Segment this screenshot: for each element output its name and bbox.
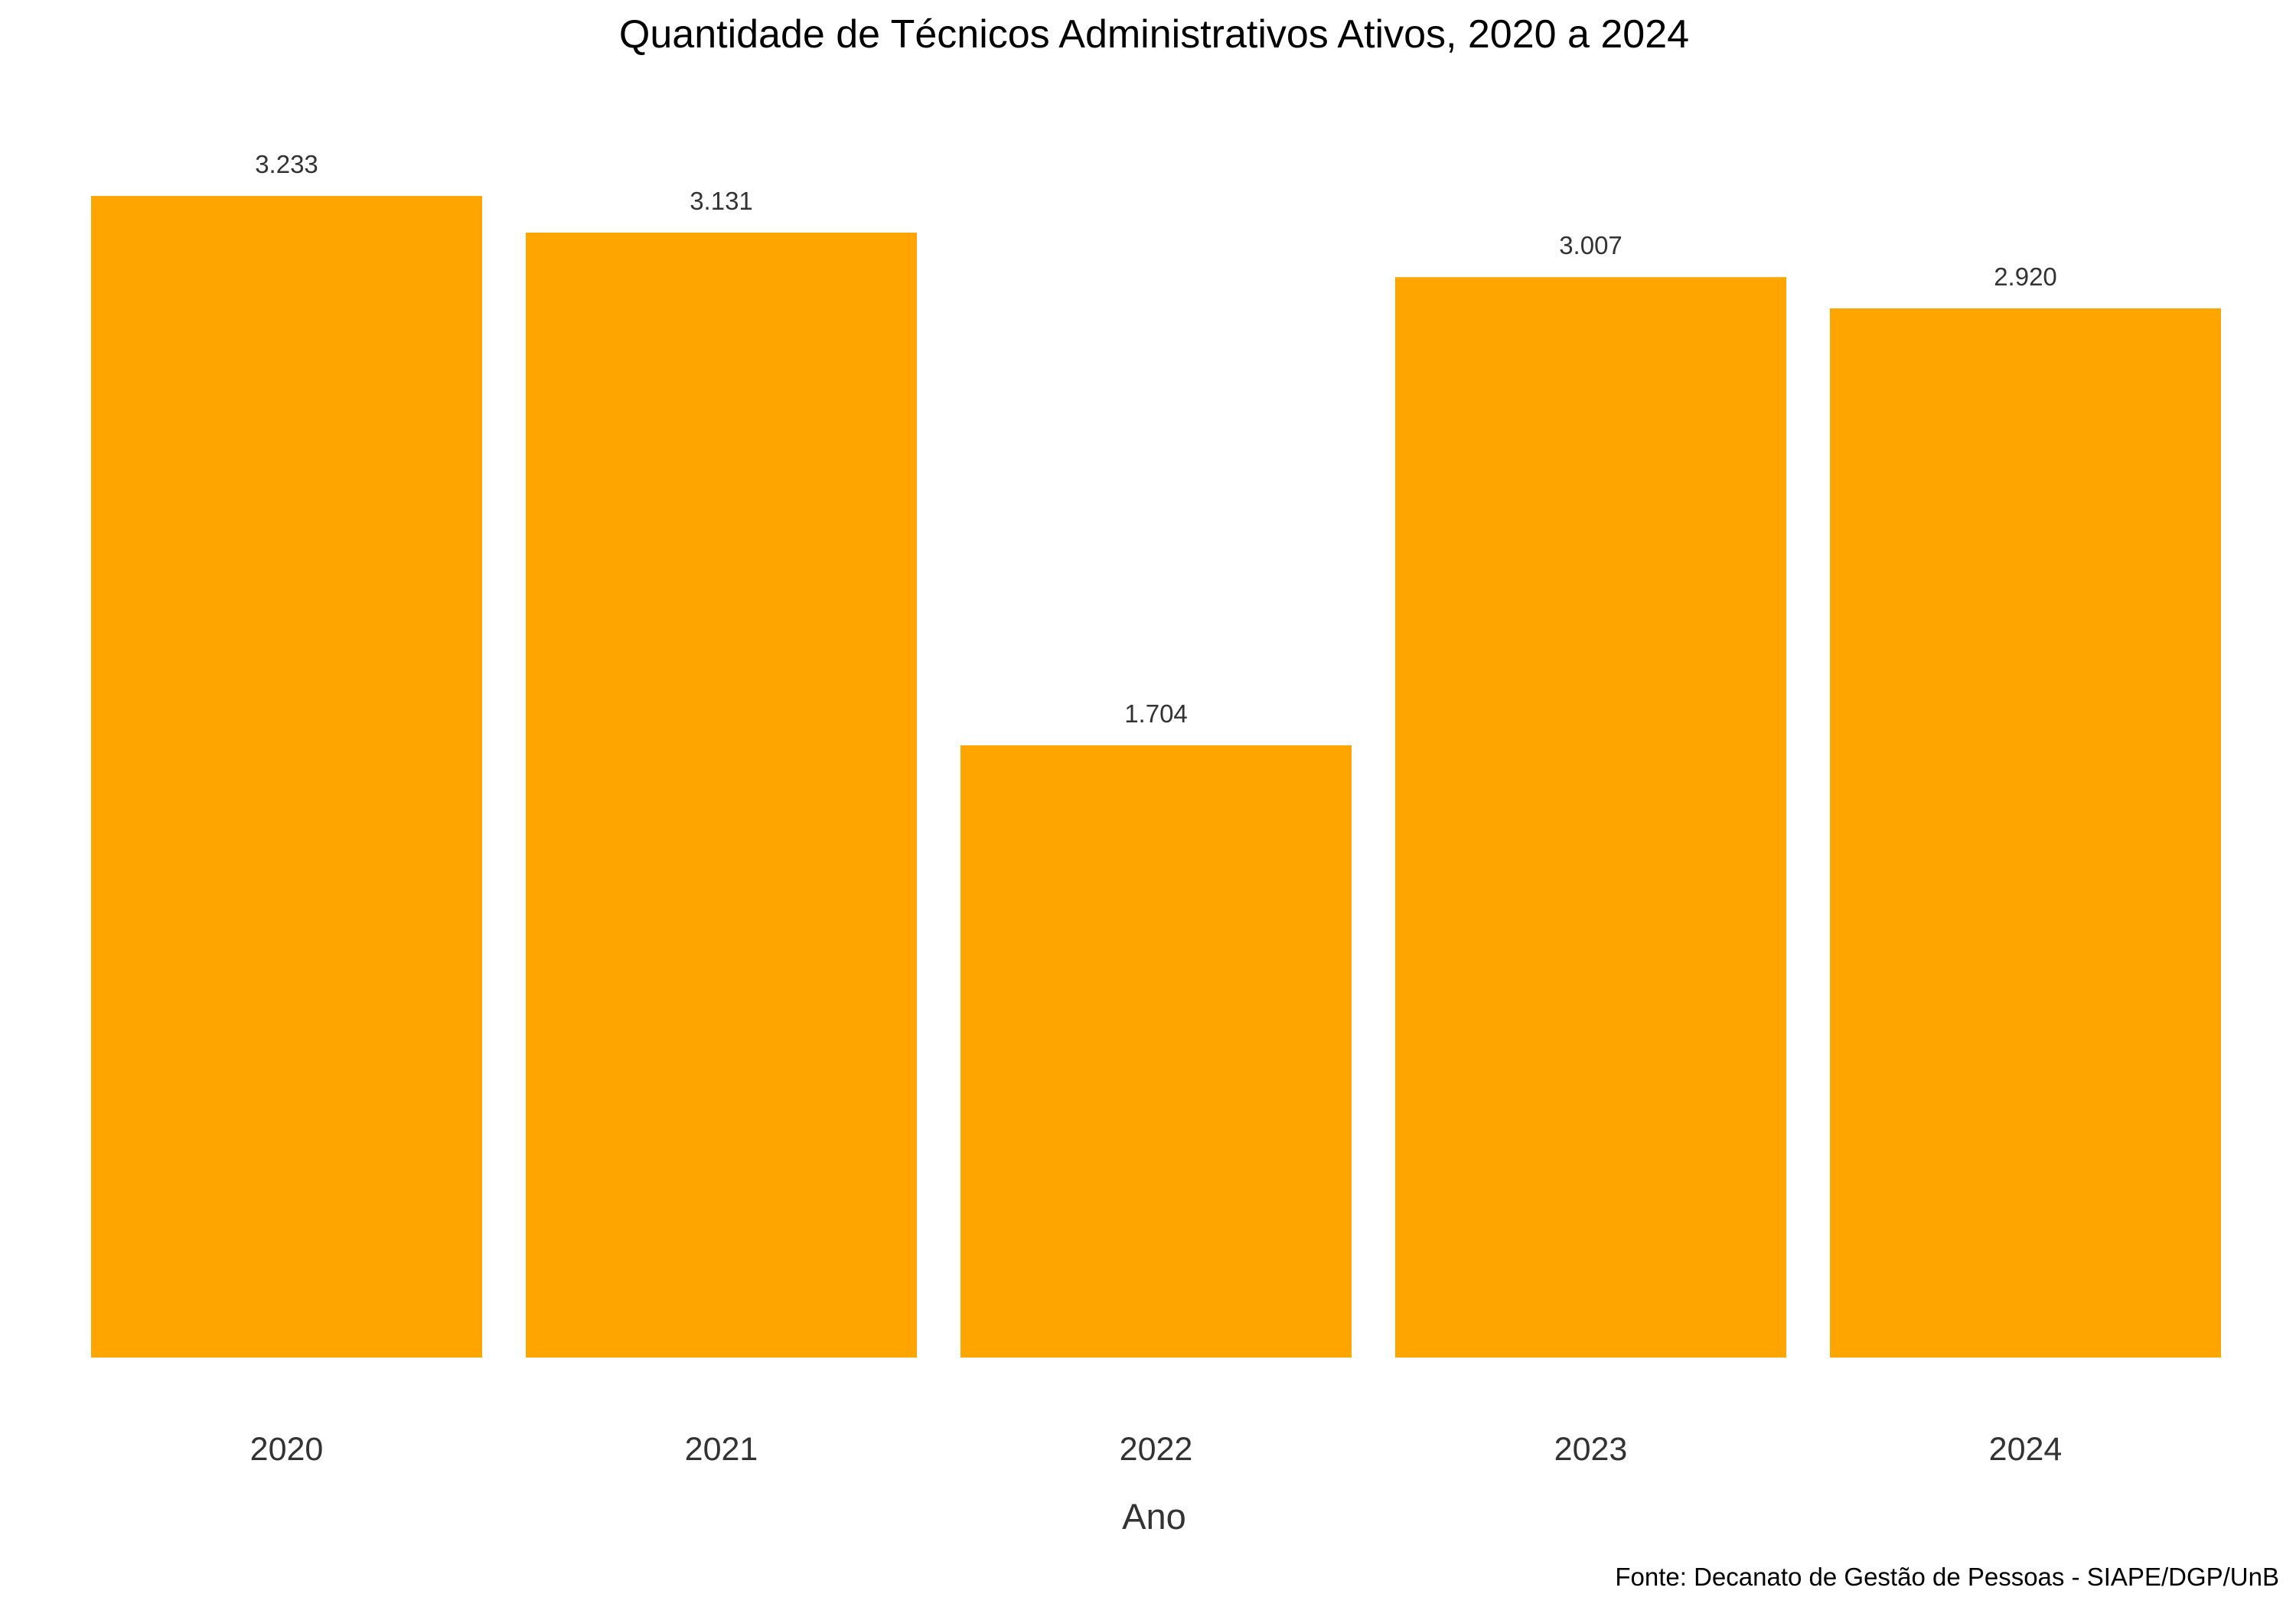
bar-2023 [1395,277,1786,1358]
bar-2022 [960,745,1352,1358]
bar-2020 [91,196,482,1358]
data-label-2021: 3.131 [690,187,753,215]
bar-2024 [1830,308,2221,1358]
bar-2021 [526,232,917,1358]
x-tick-label-2023: 2023 [1554,1431,1628,1468]
x-tick-label-2020: 2020 [250,1431,324,1468]
x-tick-label-2021: 2021 [685,1431,758,1468]
data-label-2022: 1.704 [1124,699,1188,728]
data-label-2023: 3.007 [1559,231,1623,259]
chart-title: Quantidade de Técnicos Administrativos A… [619,12,1689,57]
x-tick-label-2022: 2022 [1120,1431,1193,1468]
data-label-2020: 3.233 [255,150,318,178]
x-tick-label-2024: 2024 [1989,1431,2063,1468]
plot-area: 3.233 2020 3.131 2021 1.704 2022 3.007 2023 2.92… [91,150,2221,1468]
x-axis-title: Ano [1122,1496,1186,1537]
data-label-2024: 2.920 [1994,262,2057,291]
source-caption: Fonte: Decanato de Gestão de Pessoas - S… [1615,1563,2279,1591]
